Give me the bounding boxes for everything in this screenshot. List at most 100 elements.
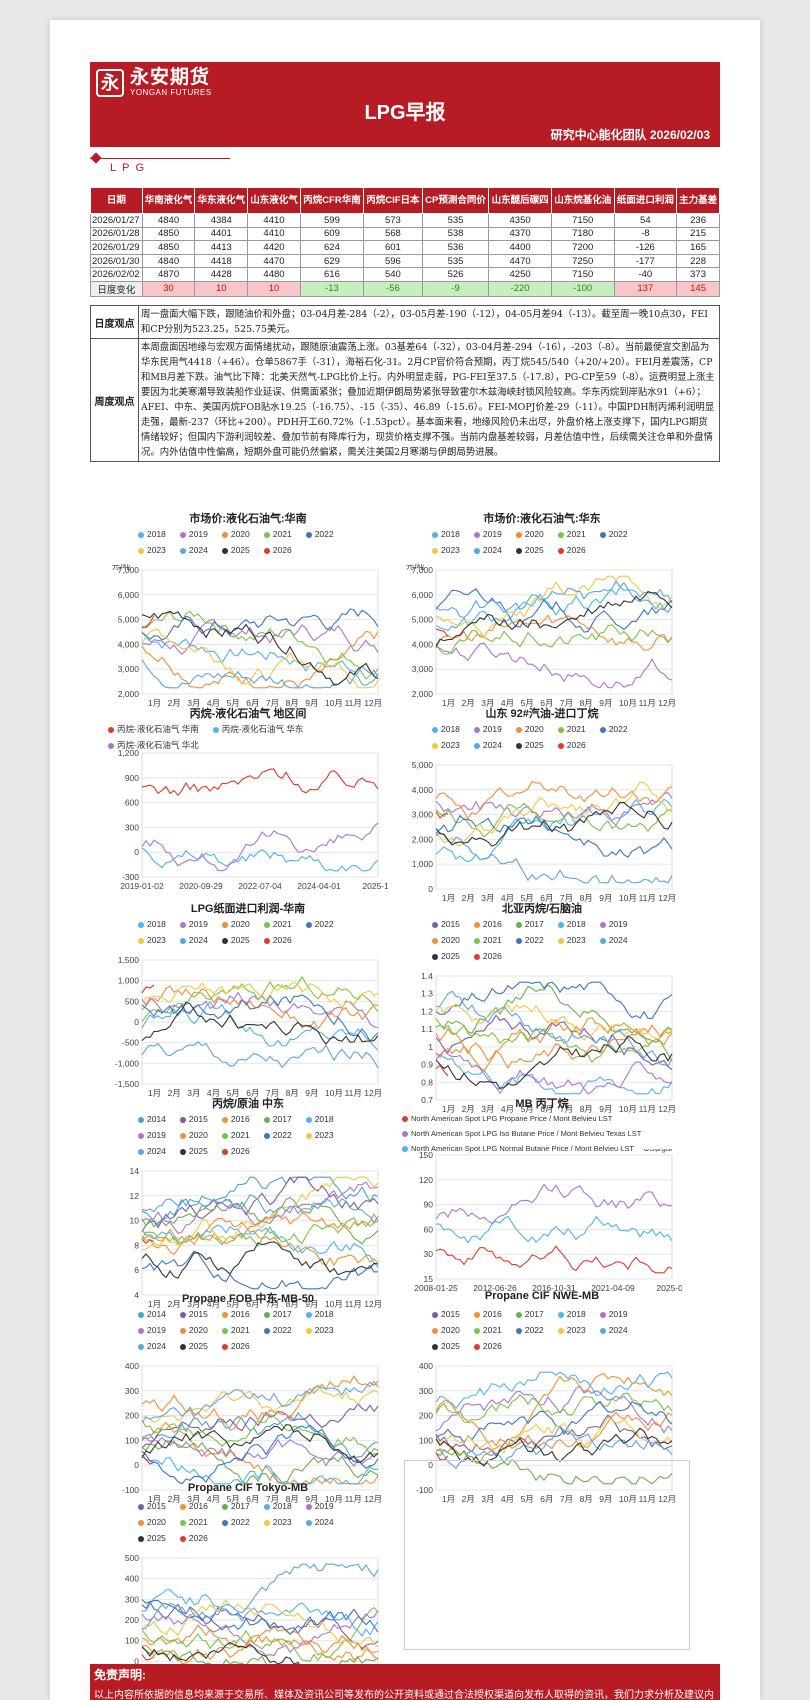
series-line xyxy=(141,1001,379,1046)
chart-title: 山东 92#汽油-进口丁烷 xyxy=(485,708,599,720)
x-tick-label: 9月 xyxy=(305,1088,318,1098)
table-cell: 568 xyxy=(363,226,423,242)
legend-marker xyxy=(179,1148,186,1155)
x-tick-label: 12月 xyxy=(658,893,676,903)
x-tick-label: 12月 xyxy=(658,698,676,708)
table-cell: 4410 xyxy=(247,226,301,242)
x-tick-label: 12月 xyxy=(658,1494,676,1504)
x-tick-label: 2021-04-09 xyxy=(591,1283,635,1293)
legend-marker xyxy=(221,1327,228,1334)
chart-title: Propane FOB 中东-MB-50 xyxy=(181,1293,314,1305)
legend-marker xyxy=(138,1503,144,1510)
plot-area xyxy=(141,752,379,878)
legend-entry: 2020 xyxy=(138,1514,166,1530)
table-cell: 228 xyxy=(676,253,720,269)
y-tick-label: 400 xyxy=(125,1361,139,1371)
legend-label: 2025 xyxy=(188,1146,208,1156)
chart-plot: 400 300 200 100 0 -100 1月 2月 3月 4月 5月 6月 7月 8月 9月 10月 11… xyxy=(416,1361,676,1504)
legend-label: 2026 xyxy=(188,1533,208,1543)
table-row: 2026/01/27 4840 4384 4410 599 573 535 4350 7150 5… xyxy=(90,213,720,228)
legend-entry: 2024 xyxy=(179,932,208,948)
section-label: LPG xyxy=(110,162,151,174)
series-line xyxy=(141,1176,379,1226)
series-line xyxy=(435,1245,673,1274)
chart-3: 山东 92#汽油-进口丁烷 2018 2019 2020 2021 2022 2023 202… xyxy=(402,705,682,753)
series-line xyxy=(435,588,673,633)
y-tick-label: 4,000 xyxy=(412,639,434,649)
x-tick-label: 7月 xyxy=(560,1494,573,1504)
legend-marker xyxy=(473,742,480,749)
legend-entry: 2026 xyxy=(263,932,292,948)
legend-label: 2019 xyxy=(482,529,502,539)
table-row: 2026/02/02 4870 4428 4480 616 540 526 4250 7150-… xyxy=(90,267,720,282)
legend-marker xyxy=(138,1311,144,1318)
legend-label: 2018 xyxy=(441,529,460,539)
legend-marker xyxy=(557,531,564,538)
legend-marker xyxy=(432,953,438,960)
x-tick-label: 5月 xyxy=(521,698,534,708)
legend-marker xyxy=(108,726,114,733)
y-tick-label: 1.4 xyxy=(421,971,433,981)
x-tick-label: 2020-09-29 xyxy=(179,881,223,891)
legend-marker xyxy=(263,547,270,554)
chart-legend: 2018 2019 2020 2021 2022 2023 2024 2025 2026 xyxy=(108,526,388,558)
legend-entry: 2024 xyxy=(138,1338,166,1354)
series-line xyxy=(141,1380,379,1423)
legend-marker xyxy=(599,937,606,944)
plot-area xyxy=(141,1365,379,1491)
legend-label: 2024 xyxy=(147,1341,166,1351)
legend-label: 2020 xyxy=(230,529,250,539)
x-tick-label: 12月 xyxy=(658,1104,676,1114)
y-tick-label: 100 xyxy=(419,1435,433,1445)
legend-marker xyxy=(599,1327,606,1334)
legend-entry: 2022 xyxy=(599,526,628,542)
legend-label: 2024 xyxy=(608,935,628,945)
chart-plot: 7,000 6,000 5,000 4,000 3,000 2,000 1月 2月 3月 4月 5月… xyxy=(406,564,676,708)
legend-entry: 2025 xyxy=(179,1143,208,1159)
legend-label: 2022 xyxy=(314,919,334,929)
series-line xyxy=(435,590,673,647)
table-cell: 4840 xyxy=(141,213,196,228)
change-cell: 10 xyxy=(247,280,301,297)
series-line xyxy=(435,1024,673,1069)
chart-7: MB 丙丁烷 North American Spot LPG Propane Pr… xyxy=(402,1095,682,1156)
x-tick-label: 6月 xyxy=(540,1104,553,1114)
series-line xyxy=(141,981,379,1009)
series-line xyxy=(141,1599,379,1648)
empty-chart-frame xyxy=(404,1460,690,1650)
logo-icon: 永 xyxy=(96,68,124,97)
legend-label: 2015 xyxy=(188,1309,208,1319)
table-row: 2026/01/29 4850 4413 4420 624 601 536 4400 7200-… xyxy=(90,240,720,255)
legend-label: 2015 xyxy=(441,1309,460,1319)
change-cell: 10 xyxy=(194,280,249,297)
x-tick-label: 1月 xyxy=(148,1088,161,1098)
legend-label: 2025 xyxy=(147,1533,166,1543)
table-cell: 616 xyxy=(299,267,365,282)
legend-marker xyxy=(179,1132,186,1139)
legend-marker xyxy=(138,1116,144,1123)
x-tick-label: 1月 xyxy=(148,698,161,708)
legend-marker xyxy=(221,547,228,554)
y-tick-label: 3,000 xyxy=(412,810,434,820)
x-tick-label: 8月 xyxy=(286,1088,299,1098)
series-line xyxy=(435,1215,673,1244)
legend-entry: 2024 xyxy=(179,542,208,558)
plot-area xyxy=(435,764,673,890)
chart-4: LPG纸面进口利润-华南 2018 2019 2020 2021 2022 2023 2024… xyxy=(108,900,388,948)
daily-view-row: 日度观点 周一盘面大幅下跌，跟随油价和外盘；03-04月差-284（-2），03… xyxy=(91,306,719,339)
legend-entry: 2017 xyxy=(221,1498,250,1514)
legend-label: 2016 xyxy=(482,919,502,929)
x-tick-label: 10月 xyxy=(325,1494,343,1504)
series-line xyxy=(141,615,155,629)
legend-entry: 2024 xyxy=(599,932,628,948)
x-tick-label: 4月 xyxy=(207,698,220,708)
table-cell: 215 xyxy=(676,226,720,242)
legend-entry: 2015 xyxy=(179,1111,208,1127)
series-line xyxy=(435,1018,673,1064)
chart-title: Propane CIF Tokyo-MB xyxy=(187,1482,309,1494)
x-tick-label: 1月 xyxy=(442,1494,455,1504)
legend-label: 2020 xyxy=(441,935,460,945)
x-tick-label: 11月 xyxy=(639,1104,656,1114)
x-tick-label: 2019-01-02 xyxy=(120,881,164,891)
